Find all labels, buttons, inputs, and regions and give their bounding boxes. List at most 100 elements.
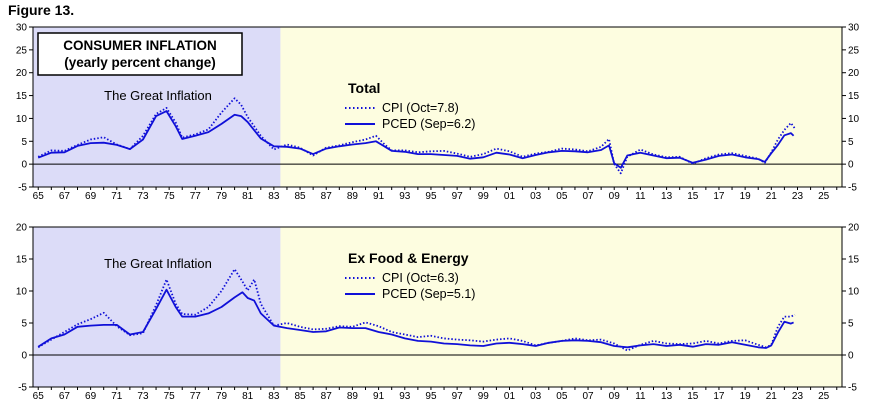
x-tick-label: 73 [137,391,149,402]
y-tick-label-left: 5 [21,319,27,330]
legend-label: PCED (Sep=6.2) [382,117,475,131]
x-tick-label: 75 [164,191,176,202]
y-tick-label-left: 25 [16,45,28,56]
x-tick-label: 15 [687,391,699,402]
x-tick-label: 89 [347,191,359,202]
x-tick-label: 79 [216,191,228,202]
x-tick-label: 13 [661,391,673,402]
legend-label: CPI (Oct=6.3) [382,271,459,285]
y-tick-label-right: 30 [848,23,860,34]
x-tick-label: 17 [713,391,725,402]
legend-label: CPI (Oct=7.8) [382,101,459,115]
y-tick-label-left: 10 [16,287,28,298]
plot-frame [32,226,843,388]
y-tick-label-right: 15 [848,255,860,266]
x-tick-label: 99 [478,191,490,202]
x-tick-label: 17 [713,191,725,202]
x-tick-label: 69 [85,191,97,202]
y-tick-label-left: -5 [18,383,27,394]
x-tick-label: 81 [242,391,254,402]
x-tick-label: 65 [33,191,45,202]
panel-title: Total [348,80,380,96]
y-tick-label-right: 10 [848,114,860,125]
series-line-pced [37,110,795,169]
x-tick-label: 15 [687,191,699,202]
y-tick-label-left: 5 [21,137,27,148]
x-tick-label: 05 [556,391,568,402]
x-tick-label: 87 [321,391,333,402]
y-tick-label-left: 20 [16,223,28,234]
y-tick-label-left: 15 [16,255,28,266]
x-tick-label: 97 [452,391,464,402]
plot-frame [32,26,843,188]
x-tick-label: 99 [478,391,490,402]
x-tick-label: 83 [268,191,280,202]
x-tick-label: 81 [242,191,254,202]
x-tick-label: 09 [609,391,621,402]
great-inflation-label: The Great Inflation [104,256,212,271]
x-tick-label: 95 [425,191,437,202]
x-tick-label: 93 [399,191,411,202]
x-tick-label: 11 [635,391,646,402]
x-tick-label: 21 [766,391,778,402]
x-tick-label: 91 [373,391,385,402]
series-line-pced [37,288,794,349]
y-tick-label-left: 0 [21,160,27,171]
x-tick-label: 87 [321,191,333,202]
y-tick-label-left: 15 [16,91,28,102]
box-title-frame [37,32,243,76]
x-tick-label: 05 [556,191,568,202]
x-tick-label: 83 [268,391,280,402]
y-tick-label-right: 20 [848,68,860,79]
y-tick-label-right: 10 [848,287,860,298]
y-tick-label-right: 20 [848,223,860,234]
y-tick-label-left: 30 [16,23,28,34]
box-title-line-2: (yearly percent change) [64,55,216,70]
x-tick-label: 03 [530,191,542,202]
x-tick-label: 95 [425,391,437,402]
y-tick-label-left: -5 [18,183,27,194]
x-tick-label: 23 [792,391,804,402]
x-tick-label: 03 [530,391,542,402]
x-tick-label: 85 [294,191,306,202]
x-tick-label: 13 [661,191,673,202]
x-tick-label: 25 [818,191,830,202]
y-tick-label-right: -5 [848,383,857,394]
y-tick-label-right: 0 [848,160,854,171]
great-inflation-label: The Great Inflation [104,88,212,103]
x-tick-label: 75 [164,391,176,402]
x-tick-label: 67 [59,391,71,402]
x-tick-label: 73 [137,191,149,202]
y-tick-label-left: 20 [16,68,28,79]
y-tick-label-left: 10 [16,114,28,125]
x-tick-label: 79 [216,391,228,402]
x-tick-label: 71 [111,391,123,402]
x-tick-label: 67 [59,191,71,202]
x-tick-label: 01 [504,191,516,202]
y-tick-label-right: 5 [848,137,854,148]
x-tick-label: 93 [399,391,411,402]
x-tick-label: 69 [85,391,97,402]
x-tick-label: 91 [373,191,385,202]
x-tick-label: 09 [609,191,621,202]
y-tick-label-right: 0 [848,351,854,362]
series-line-cpi [37,268,796,352]
x-tick-label: 25 [818,391,830,402]
y-tick-label-right: -5 [848,183,857,194]
x-tick-label: 21 [766,191,778,202]
x-tick-label: 07 [582,391,594,402]
x-tick-label: 07 [582,191,594,202]
x-tick-label: 01 [504,391,516,402]
x-tick-label: 77 [190,191,202,202]
x-tick-label: 77 [190,391,202,402]
y-tick-label-right: 25 [848,45,860,56]
x-tick-label: 97 [452,191,464,202]
series-line-cpi [37,97,796,175]
figure-label: Figure 13. [8,2,75,18]
y-tick-label-right: 15 [848,91,860,102]
legend-label: PCED (Sep=5.1) [382,287,475,301]
x-tick-label: 23 [792,191,804,202]
